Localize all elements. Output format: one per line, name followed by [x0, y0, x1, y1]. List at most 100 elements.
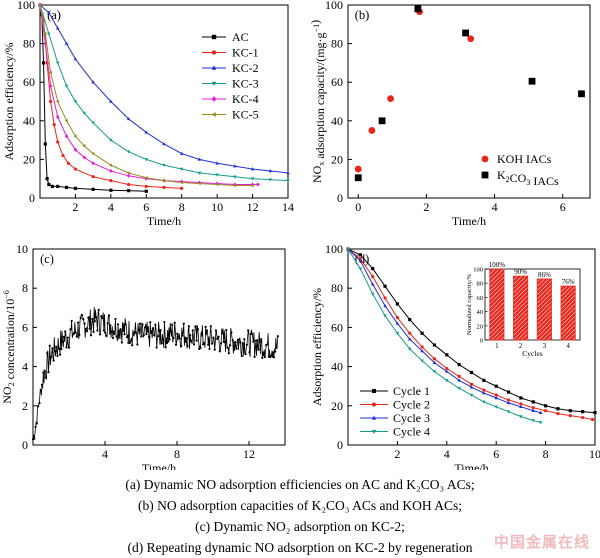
chart-a-series-3-point-15 [250, 177, 255, 181]
chart-d-series-0-point-11 [482, 378, 486, 382]
chart-c-series-0-point-242 [187, 325, 190, 328]
chart-d-xlabel: Time/h [454, 461, 488, 470]
chart-a-legend-label-0: AC [232, 30, 249, 44]
chart-c-series-0-point-76 [80, 313, 84, 317]
chart-a-legend-marker-2 [211, 65, 217, 70]
chart-d-series-1-point-14 [519, 402, 523, 406]
chart-c-series-0-point-252 [194, 325, 197, 328]
chart-a-series-5-point-10 [144, 175, 148, 180]
chart-a-series-4-point-6 [82, 155, 87, 160]
chart-c-series-0-point-56 [67, 346, 71, 349]
chart-b-xtick-label-0: 0 [355, 200, 361, 214]
chart-c-series-0-point-92 [91, 317, 94, 320]
chart-d-series-0-point-6 [420, 331, 424, 335]
chart-a-series-2-point-3 [64, 41, 69, 45]
chart-d-series-0-point-4 [395, 302, 399, 306]
chart-a-series-3-point-5 [82, 111, 87, 115]
chart-d-series-0-point-5 [408, 317, 412, 322]
chart-b-ytick-label-2: 40 [331, 114, 343, 128]
chart-d-inset-xlabel: Cycles [522, 349, 542, 358]
chart-a-frame [39, 4, 289, 199]
chart-c-series-0-point-116 [106, 322, 109, 325]
chart-d-series-3-point-16 [538, 421, 543, 425]
chart-c-series-0-point-340 [250, 332, 254, 335]
chart-c-series-0-point-198 [159, 329, 162, 332]
chart-d-series-3-point-9 [457, 386, 461, 391]
chart-a-series-0-point-7 [56, 184, 60, 189]
chart-b-series-0-point-2 [387, 95, 395, 103]
chart-c-series-0-point-218 [172, 336, 175, 340]
chart-a-series-2-point-14 [250, 167, 255, 171]
chart-d-inset-ylabel: Normalized capacity/% [466, 273, 473, 335]
chart-d-series-1-point-8 [445, 366, 449, 371]
chart-a-xtick-label-5: 12 [247, 200, 259, 214]
chart-b-series-1-point-3 [462, 29, 469, 37]
chart-c-series-0-point-332 [245, 343, 248, 346]
chart-c-series-0-point-22 [46, 352, 49, 355]
chart-c-series-0-point-302 [226, 346, 229, 349]
chart-d-series-2-point-4 [395, 321, 400, 325]
chart-c-series-0-point-246 [190, 339, 193, 342]
chart-d-series-0-point-14 [519, 396, 523, 400]
chart-a-ytick-label-1: 20 [23, 152, 35, 166]
chart-c-series-0-point-212 [168, 338, 171, 341]
chart-a-series-2-point-7 [126, 116, 131, 121]
chart-d-inset-value-label-0: 100% [489, 261, 506, 269]
chart-d-inset-ytick-label-2: 40 [477, 309, 484, 316]
chart-d-series-0-point-7 [432, 343, 437, 347]
chart-d-series-2-point-2 [370, 282, 375, 286]
chart-a-series-4-point-4 [64, 134, 69, 139]
chart-d-series-0 [346, 247, 597, 415]
chart-c-series-0-point-46 [61, 340, 64, 343]
chart-c-series-0-point-322 [239, 341, 242, 344]
chart-c-series-0-point-102 [97, 308, 100, 311]
chart-d-inset-xtick-label-2: 3 [543, 342, 547, 350]
chart-d-series-1-point-13 [506, 398, 511, 402]
chart-a-ylabel: Adsorption efficiency/% [2, 42, 16, 160]
chart-c-series-0-point-20 [44, 376, 47, 379]
chart-a-legend-marker-1 [211, 50, 217, 55]
chart-c-series-0-point-270 [205, 329, 209, 332]
chart-b-series-1-point-4 [528, 77, 536, 85]
chart-c-series-0-point-300 [225, 328, 228, 332]
chart-a-series-4-line [39, 4, 258, 185]
chart-c-series-0-point-52 [65, 346, 68, 349]
chart-c-series-0-point-162 [136, 343, 139, 346]
chart-c-series-0-point-172 [142, 334, 145, 337]
chart-d-inset-ytick-label-4: 80 [477, 281, 484, 288]
chart-c-series-0-point-114 [105, 334, 108, 337]
chart-c-series-0-point-232 [181, 334, 184, 337]
chart-b-xlabel: Time/h [452, 214, 486, 228]
chart-d-ytick-label-2: 40 [331, 360, 343, 374]
chart-a-xtick-label-3: 8 [179, 200, 185, 214]
chart-a-series-3-point-4 [73, 100, 78, 104]
chart-c-series-0-point-132 [116, 323, 120, 326]
chart-c-series-0-point-112 [104, 331, 107, 334]
chart-c-series-0-point-106 [100, 315, 103, 318]
chart-a-series-5-point-16 [250, 183, 254, 188]
chart-a-series-3-point-14 [233, 175, 237, 179]
chart-a-series-0-point-11 [109, 188, 113, 192]
chart-c-series-0-point-328 [243, 338, 246, 341]
chart-c-series-0-point-16 [42, 371, 45, 374]
chart-a-series-5-point-12 [179, 180, 183, 185]
chart-d-series-0-point-16 [544, 404, 548, 408]
chart-c-series-0-point-86 [87, 316, 90, 319]
chart-d-series-1-point-17 [556, 412, 560, 416]
chart-a-series-2-point-11 [197, 157, 202, 161]
chart-d-inset: 0 20 40 60 80 100 100% 1 90% 2 86% 3 76% 4 Cycles Norma… [466, 261, 581, 358]
chart-d-series-3 [346, 247, 543, 425]
chart-b-legend-marker-1 [481, 171, 489, 179]
chart-c-series-0-point-30 [51, 347, 54, 350]
chart-c-series-0-point-356 [261, 356, 264, 359]
chart-c-series-0-point-170 [141, 323, 144, 326]
chart-c-series-0-point-222 [174, 343, 178, 346]
chart-c-frame [32, 248, 286, 446]
chart-c-series-0-point-88 [88, 327, 91, 330]
chart-d-frame [347, 248, 596, 446]
chart-a-series-4-point-3 [55, 114, 60, 120]
chart-c-series-0-point-240 [186, 344, 189, 347]
chart-c-series-0-point-96 [93, 320, 96, 323]
chart-b-series-1-point-5 [578, 90, 585, 98]
chart-d-series-1-point-3 [383, 296, 387, 300]
